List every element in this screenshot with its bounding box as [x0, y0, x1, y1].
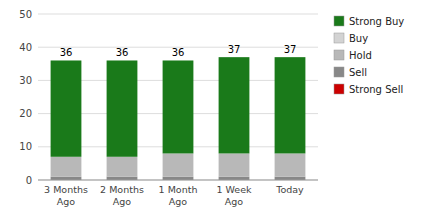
bar-segment — [107, 60, 138, 156]
x-tick-label-line: 1 Month — [159, 184, 198, 195]
legend-label: Sell — [349, 67, 367, 78]
bar-segment — [219, 153, 250, 176]
legend-label: Hold — [349, 50, 372, 61]
x-tick-label-line: Ago — [169, 196, 188, 207]
x-tick-label: Today — [275, 184, 304, 195]
x-tick-label-line: 1 Week — [216, 184, 252, 195]
legend-label: Strong Sell — [349, 84, 403, 95]
y-tick-label: 20 — [19, 108, 32, 119]
total-label: 36 — [60, 47, 73, 58]
x-tick-label-line: Today — [275, 184, 304, 195]
x-tick-label: 2 MonthsAgo — [100, 184, 144, 207]
legend-swatch — [334, 33, 344, 43]
x-tick-label-line: Ago — [113, 196, 132, 207]
legend-swatch — [334, 50, 344, 60]
bar-segment — [163, 153, 194, 176]
y-tick-label: 0 — [26, 175, 32, 186]
x-tick-label-line: Ago — [57, 196, 76, 207]
grid-line — [38, 180, 318, 181]
y-tick-label: 40 — [19, 42, 32, 53]
legend-label: Strong Buy — [349, 16, 404, 27]
x-tick-label: 1 MonthAgo — [159, 184, 198, 207]
x-tick-label-line: 3 Months — [44, 184, 88, 195]
x-tick-label: 3 MonthsAgo — [44, 184, 88, 207]
y-tick-label: 50 — [19, 9, 32, 20]
bar-segment — [163, 60, 194, 153]
x-tick-label-line: Ago — [225, 196, 244, 207]
grid-line — [38, 14, 318, 15]
bar-segment — [51, 60, 82, 156]
x-axis-line — [38, 180, 318, 181]
chart: 0102030405036363637373 MonthsAgo2 Months… — [0, 0, 440, 220]
y-tick-label: 10 — [19, 141, 32, 152]
total-label: 37 — [228, 44, 241, 55]
bar-segment — [51, 157, 82, 177]
bar-segment — [219, 57, 250, 153]
total-label: 36 — [172, 47, 185, 58]
legend-swatch — [334, 84, 344, 94]
legend-swatch — [334, 16, 344, 26]
x-tick-label: 1 WeekAgo — [216, 184, 252, 207]
x-tick-label-line: 2 Months — [100, 184, 144, 195]
bar-segment — [275, 57, 306, 153]
y-tick-label: 30 — [19, 75, 32, 86]
bar-segment — [275, 153, 306, 176]
legend-label: Buy — [349, 33, 368, 44]
total-label: 37 — [284, 44, 297, 55]
legend-swatch — [334, 67, 344, 77]
total-label: 36 — [116, 47, 129, 58]
bar-segment — [107, 157, 138, 177]
